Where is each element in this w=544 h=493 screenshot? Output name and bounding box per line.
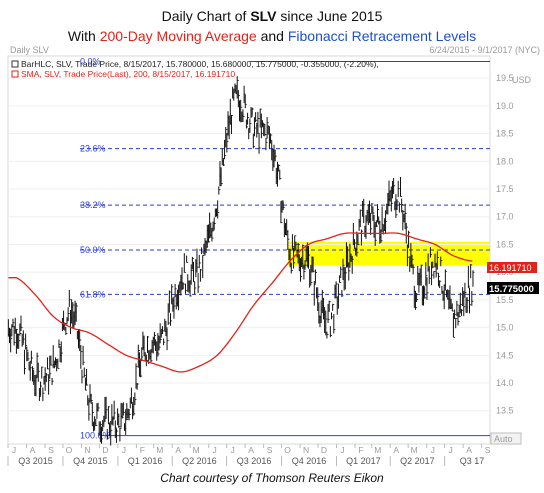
auto-button[interactable] <box>490 432 522 445</box>
y-tick-label: 17.5 <box>496 184 514 194</box>
x-month-label: A <box>466 445 472 455</box>
x-month-label: O <box>284 445 291 455</box>
legend-bar-text: BarHLC, SLV, Trade Price, 8/15/2017, 15.… <box>21 59 379 69</box>
x-quarter-label: Q2 2016 <box>182 456 217 466</box>
y-tick-label: 17.0 <box>496 212 514 222</box>
auto-button-label: Auto <box>494 434 513 444</box>
last-price-tag <box>487 282 539 294</box>
chart-credit: Chart courtesy of Thomson Reuters Eikon <box>160 471 384 485</box>
x-month-label: F <box>358 445 363 455</box>
x-month-label: A <box>393 445 399 455</box>
x-month-label: N <box>303 445 309 455</box>
fib-label: 23.6% <box>80 144 106 154</box>
title-fib: Fibonacci Retracement Levels <box>287 28 477 44</box>
fib-label: 61.8% <box>80 289 106 299</box>
x-quarter-label: Q3 2015 <box>18 456 53 466</box>
x-month-label: J <box>340 445 344 455</box>
y-tick-label: 19.0 <box>496 101 514 111</box>
chart-title-line2: With 200-Day Moving Average and Fibonacc… <box>0 28 544 44</box>
x-quarter-label: Q4 2015 <box>73 456 108 466</box>
y-tick-label: 13.5 <box>496 406 514 416</box>
x-quarter-label: Q1 2017 <box>346 456 381 466</box>
x-quarter-label: Q1 2016 <box>128 456 163 466</box>
x-month-label: M <box>374 445 381 455</box>
y-tick-label: 18.5 <box>496 129 514 139</box>
sma-price-tag-text: 16.191710 <box>489 263 532 273</box>
title-and: and <box>256 28 288 44</box>
title-suffix: since June 2015 <box>276 8 383 24</box>
fib-label: 38.2% <box>80 200 106 210</box>
price-chart: 0.0% 23.6% 38.2% 50.0% 61.8% 100.0% 13.5 14.0 1… <box>0 46 544 466</box>
fib-label: 100.0% <box>80 431 111 441</box>
chart-title-line1: Daily Chart of SLV since June 2015 <box>0 8 544 24</box>
x-quarter-label: Q3 2016 <box>237 456 272 466</box>
fib-label: 50.0% <box>80 245 106 255</box>
y-tick-label: 15.5 <box>496 295 514 305</box>
x-quarter-label: Q3 17 <box>460 456 485 466</box>
legend-row-bars[interactable]: BarHLC, SLV, Trade Price, 8/15/2017, 15.… <box>11 59 379 69</box>
x-month-label: M <box>411 445 418 455</box>
y-tick-label: 19.5 <box>496 73 514 83</box>
x-month-label: A <box>175 445 181 455</box>
title-prefix: Daily Chart of <box>161 8 251 24</box>
x-quarter-label: Q2 2017 <box>400 456 435 466</box>
y-tick-label: 15.0 <box>496 323 514 333</box>
x-month-label: S <box>485 445 491 455</box>
x-month-label: M <box>156 445 163 455</box>
last-price-tag-text: 15.775000 <box>489 284 534 295</box>
x-month-label: D <box>321 445 327 455</box>
y-tick-label: 14.0 <box>496 378 514 388</box>
x-month-label: A <box>30 445 36 455</box>
sma-line <box>8 232 473 373</box>
title-with: With <box>67 28 100 44</box>
panel-date-range: 6/24/2015 - 9/1/2017 (NYC) <box>429 46 540 55</box>
y-tick-label: 14.5 <box>496 350 514 360</box>
x-month-label: A <box>248 445 254 455</box>
sma-price-tag <box>487 262 537 273</box>
axis-currency: USD <box>512 75 532 85</box>
y-tick-label: 18.0 <box>496 156 514 166</box>
x-month-label: J <box>122 445 126 455</box>
x-month-label: J <box>12 445 16 455</box>
panel-name: Daily SLV <box>10 46 49 55</box>
x-month-label: D <box>102 445 108 455</box>
x-month-label: J <box>213 445 217 455</box>
legend-sma-text: SMA, SLV, Trade Price(Last), 200, 8/15/2… <box>21 69 235 79</box>
legend-sma-icon <box>11 70 19 78</box>
y-tick-label: 16.5 <box>496 239 514 249</box>
x-month-label: O <box>66 445 73 455</box>
title-ticker: SLV <box>250 8 277 24</box>
title-ma: 200-Day Moving Average <box>99 28 257 44</box>
x-month-label: S <box>48 445 54 455</box>
legend-bar-icon <box>11 60 19 68</box>
x-month-label: J <box>431 445 435 455</box>
legend-row-sma[interactable]: SMA, SLV, Trade Price(Last), 200, 8/15/2… <box>11 69 235 79</box>
x-month-label: M <box>193 445 200 455</box>
fib-label: 0.0% <box>80 57 101 67</box>
x-month-label: S <box>267 445 273 455</box>
x-month-label: J <box>448 445 452 455</box>
x-month-label: J <box>230 445 234 455</box>
fib-highlight-band <box>288 241 490 266</box>
x-month-label: F <box>140 445 145 455</box>
x-month-label: N <box>84 445 90 455</box>
x-quarter-label: Q4 2016 <box>292 456 327 466</box>
